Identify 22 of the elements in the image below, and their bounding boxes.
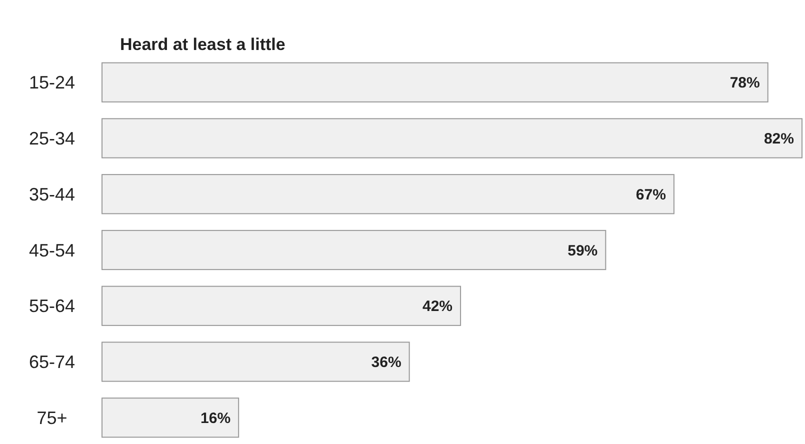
y-tick-label: 25-34 [28, 128, 76, 149]
y-tick-label: 55-64 [28, 296, 76, 316]
data-label: 42% [422, 298, 453, 316]
data-label: 82% [764, 130, 794, 148]
bar [102, 286, 462, 326]
chart-title: Heard at least a little [120, 35, 286, 54]
bar [102, 342, 410, 382]
data-label: 36% [371, 354, 402, 372]
y-tick-label: 15-24 [28, 72, 76, 93]
y-tick-label: 35-44 [28, 184, 76, 204]
bar [102, 174, 674, 214]
data-label: 78% [730, 74, 760, 92]
bar [102, 62, 768, 102]
y-tick-label: 75+ [36, 408, 68, 428]
y-tick-label: 65-74 [28, 352, 76, 372]
bar [102, 118, 802, 158]
bar [102, 398, 240, 438]
data-label: 16% [200, 410, 231, 427]
data-label: 59% [568, 242, 598, 260]
bar [102, 230, 606, 270]
y-tick-label: 45-54 [28, 240, 76, 260]
data-label: 67% [636, 186, 666, 204]
